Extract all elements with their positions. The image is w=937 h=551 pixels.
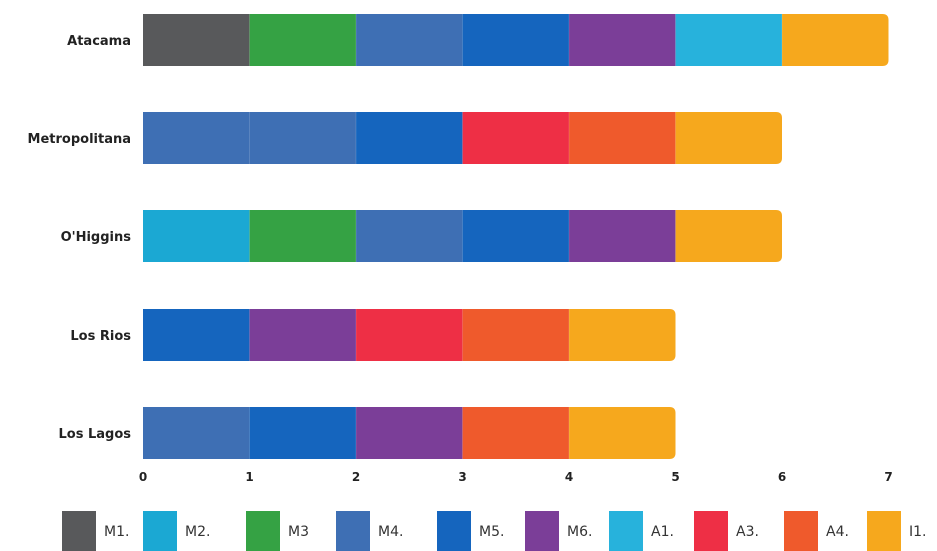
legend-label: M5. (479, 524, 504, 540)
bar-segment (356, 14, 463, 66)
bar-segment (675, 112, 782, 164)
legend-swatch (867, 511, 901, 551)
bar-segment (249, 112, 357, 164)
bar-segment (249, 309, 357, 361)
bar-segment (143, 14, 250, 66)
bar-segment (569, 14, 676, 66)
bar-segment (356, 309, 463, 361)
legend-label: M4. (378, 524, 403, 540)
bar-segment (462, 210, 570, 262)
legend-swatch (246, 511, 280, 551)
x-axis-ticks: 0 1 2 3 4 5 6 7 (139, 470, 893, 484)
x-tick-label: 6 (778, 470, 786, 484)
bar-segment (462, 112, 570, 164)
category-label: Metropolitana (28, 132, 131, 147)
x-tick-label: 4 (565, 470, 573, 484)
legend-label: A3. (736, 524, 759, 540)
legend-swatch (609, 511, 643, 551)
bar-segment (356, 112, 463, 164)
bar-segment (569, 210, 676, 262)
legend-swatch (525, 511, 559, 551)
bar-segment (143, 309, 250, 361)
bar-segment (462, 407, 570, 459)
bar-segment (249, 407, 357, 459)
bar-segment (143, 210, 250, 262)
legend-swatch (62, 511, 96, 551)
bar-segment (249, 210, 357, 262)
bar-segment (569, 112, 676, 164)
legend-swatch (437, 511, 471, 551)
legend-swatch (784, 511, 818, 551)
legend-swatch (336, 511, 370, 551)
legend-label: M1. (104, 524, 129, 540)
bar-segment (675, 14, 783, 66)
x-tick-label: 2 (352, 470, 360, 484)
bar-segment (356, 407, 463, 459)
x-tick-label: 3 (458, 470, 466, 484)
bar-segment (143, 407, 250, 459)
legend-label: M3 (288, 524, 309, 540)
category-labels: Atacama Metropolitana O'Higgins Los Rios Los… (28, 34, 132, 442)
bar-segment (569, 407, 676, 459)
legend-swatch (694, 511, 728, 551)
category-label: O'Higgins (61, 230, 132, 245)
legend-label: I1. (909, 524, 927, 540)
legend-label: A1. (651, 524, 674, 540)
bar-segment (249, 14, 357, 66)
bar-segment (143, 112, 250, 164)
legend-swatch (143, 511, 177, 551)
legend: M1. M2. M3 M4. M5. M6. A1. A3. A4. I1. (62, 511, 927, 551)
bar-segment (356, 210, 463, 262)
legend-label: M2. (185, 524, 210, 540)
x-tick-label: 0 (139, 470, 147, 484)
bar-segment (462, 309, 570, 361)
legend-label: A4. (826, 524, 849, 540)
bar-segment (569, 309, 676, 361)
x-tick-label: 7 (884, 470, 892, 484)
bar-segment (782, 14, 889, 66)
legend-label: M6. (567, 524, 592, 540)
bars (143, 14, 889, 459)
bar-segment (675, 210, 782, 262)
x-tick-label: 5 (671, 470, 679, 484)
category-label: Atacama (67, 34, 131, 49)
category-label: Los Lagos (58, 427, 131, 442)
category-label: Los Rios (70, 329, 131, 344)
bar-segment (462, 14, 570, 66)
x-tick-label: 1 (245, 470, 253, 484)
